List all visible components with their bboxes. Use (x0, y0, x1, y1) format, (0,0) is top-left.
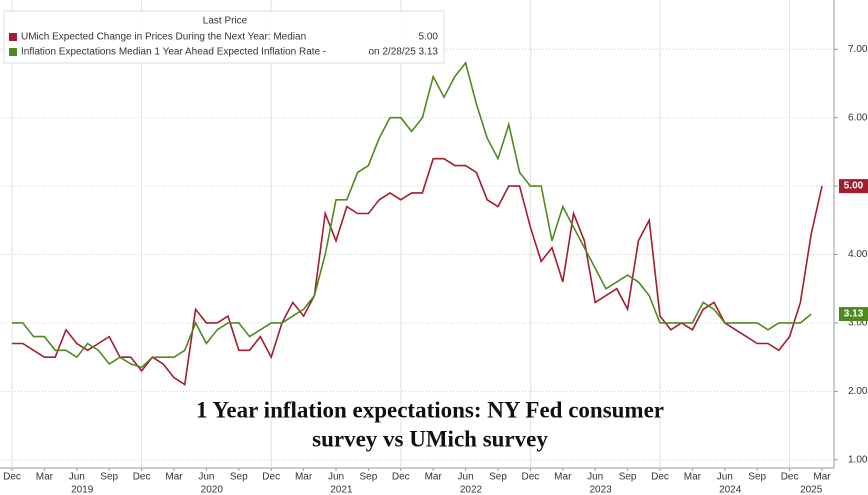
legend-box (3, 10, 445, 64)
annotation: survey vs UMich survey (312, 426, 548, 451)
y-tick-label: 4.00 (848, 249, 868, 260)
legend-value: 5.00 (419, 32, 439, 43)
x-tick-label: Jun (328, 472, 344, 483)
end-tag (839, 307, 868, 322)
x-tick-label: Mar (295, 472, 313, 483)
x-tick-label: Dec (522, 472, 540, 483)
x-year-label: 2023 (589, 485, 612, 495)
end-tag (839, 179, 868, 194)
x-tick-label: Mar (684, 472, 702, 483)
x-tick-label: Sep (748, 472, 766, 483)
end-tag-label: 3.13 (844, 309, 864, 320)
legend-swatch (9, 33, 17, 41)
plot (0, 0, 834, 468)
x-tick-label: Mar (813, 472, 831, 483)
x-tick-label: Mar (425, 472, 443, 483)
annotation: 1 Year inflation expectations: NY Fed co… (196, 397, 664, 422)
x-tick-label: Dec (133, 472, 151, 483)
x-tick-label: Mar (554, 472, 572, 483)
legend-label: Inflation Expectations Median 1 Year Ahe… (21, 47, 326, 58)
x-year-label: 2025 (800, 485, 823, 495)
x-year-label: 2020 (201, 485, 224, 495)
x-tick-label: Jun (717, 472, 733, 483)
x-tick-label: Dec (392, 472, 410, 483)
legend-swatch (9, 48, 17, 56)
x-tick-label: Dec (781, 472, 799, 483)
y-tick-label: 3.00 (848, 318, 868, 329)
x-tick-label: Jun (69, 472, 85, 483)
x-year-label: 2022 (460, 485, 483, 495)
legend-value: on 2/28/25 3.13 (368, 47, 438, 58)
x-tick-label: Sep (230, 472, 248, 483)
y-tick-label: 7.00 (848, 44, 868, 55)
y-tick-label: 1.00 (848, 454, 868, 465)
legend-header: Last Price (203, 16, 248, 27)
x-tick-label: Jun (198, 472, 214, 483)
x-tick-label: Mar (165, 472, 183, 483)
x-tick-label: Jun (587, 472, 603, 483)
end-tag-label: 5.00 (844, 181, 864, 192)
x-year-label: 2021 (330, 485, 353, 495)
y-tick-label: 6.00 (848, 112, 868, 123)
x-tick-label: Dec (3, 472, 21, 483)
legend-label: UMich Expected Change in Prices During t… (21, 32, 306, 43)
x-tick-label: Dec (651, 472, 669, 483)
series-line (12, 61, 812, 369)
x-year-label: 2024 (719, 485, 742, 495)
y-tick-label: 2.00 (848, 386, 868, 397)
x-tick-label: Sep (489, 472, 507, 483)
x-tick-label: Jun (458, 472, 474, 483)
series-line (12, 157, 823, 386)
x-year-label: 2019 (71, 485, 94, 495)
x-tick-label: Sep (100, 472, 118, 483)
x-tick-label: Dec (262, 472, 280, 483)
x-tick-label: Mar (36, 472, 54, 483)
x-tick-label: Sep (360, 472, 378, 483)
x-tick-label: Sep (619, 472, 637, 483)
